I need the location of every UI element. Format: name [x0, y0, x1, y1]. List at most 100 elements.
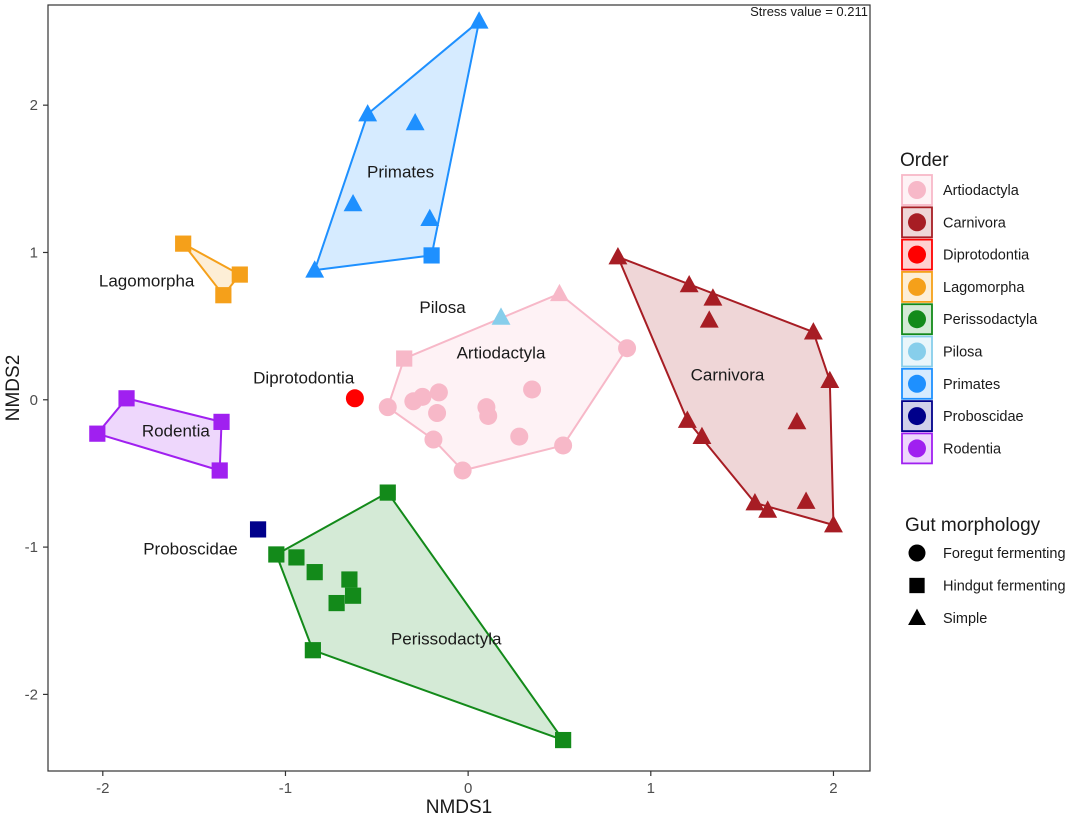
- x-tick-label: -1: [279, 780, 292, 797]
- point-artiodactyla: [453, 461, 472, 480]
- point-perissodactyla: [555, 731, 572, 749]
- point-primates: [358, 104, 378, 122]
- legend-item-perissodactyla: Perissodactyla: [901, 303, 1038, 336]
- legend-key-marker: [908, 245, 926, 264]
- legend-shape-hindgut-fermenting: Hindgut fermenting: [909, 577, 1066, 595]
- point-artiodactyla: [550, 283, 569, 302]
- point-primates: [305, 260, 325, 278]
- legend-item-label: Primates: [943, 377, 1000, 393]
- point-carnivora: [679, 274, 699, 293]
- point-perissodactyla: [379, 484, 396, 501]
- point-pilosa: [491, 307, 511, 325]
- point-artiodactyla: [396, 350, 413, 367]
- legend-key-marker: [908, 407, 926, 426]
- hull-artiodactyla: [386, 292, 629, 472]
- point-lagomorpha: [215, 287, 232, 304]
- legend-shape-marker: [908, 608, 926, 626]
- legend-item-primates: Primates: [901, 367, 1000, 400]
- point-artiodactyla: [510, 427, 529, 446]
- plot-panel: [47, 4, 871, 772]
- point-primates: [405, 112, 425, 131]
- point-rodentia: [213, 413, 230, 430]
- legend-item-label: Lagomorpha: [943, 280, 1025, 296]
- point-artiodactyla: [479, 406, 498, 425]
- point-lagomorpha: [175, 235, 192, 252]
- point-perissodactyla: [344, 587, 362, 604]
- label-proboscidae: Proboscidae: [143, 540, 238, 559]
- point-carnivora: [758, 500, 778, 518]
- point-primates: [420, 208, 440, 227]
- legend-order: Order Artiodactyla Carnivora Diprotodontia…: [900, 150, 1038, 465]
- label-perissodactyla: Perissodactyla: [391, 629, 502, 648]
- y-tick-label: 1: [30, 244, 38, 261]
- legend-item-lagomorpha: Lagomorpha: [901, 270, 1025, 303]
- legend-item-proboscidae: Proboscidae: [901, 400, 1024, 433]
- point-primates: [343, 193, 363, 212]
- point-proboscidae: [249, 521, 267, 538]
- legend-key-marker: [908, 181, 926, 199]
- point-carnivora: [699, 310, 719, 328]
- legend-key-box: [901, 400, 933, 433]
- point-rodentia: [211, 462, 228, 479]
- legend-key-marker: [908, 342, 926, 361]
- legend-item-label: Pilosa: [943, 345, 983, 361]
- point-diprotodontia: [345, 389, 364, 408]
- point-carnivora: [677, 410, 697, 428]
- hull-labels-layer: Primates Lagomorpha Pilosa Artiodactyla Carn…: [99, 162, 765, 648]
- legend-order-title: Order: [900, 150, 949, 171]
- point-carnivora: [796, 491, 816, 509]
- y-tick-label: -2: [25, 686, 38, 703]
- point-primates: [423, 247, 440, 264]
- legend-item-label: Artiodactyla: [943, 183, 1020, 199]
- legend-shape-simple: Simple: [908, 608, 987, 627]
- x-tick-label: 0: [464, 780, 472, 797]
- point-lagomorpha: [231, 266, 248, 283]
- point-perissodactyla: [288, 549, 305, 566]
- legend-item-diprotodontia: Diprotodontia: [901, 238, 1030, 271]
- y-tick-label: 0: [30, 392, 38, 409]
- label-rodentia: Rodentia: [142, 422, 211, 441]
- legend-key-marker: [908, 213, 926, 232]
- legend-key-marker: [908, 310, 926, 329]
- point-artiodactyla: [413, 387, 432, 406]
- hull-lagomorpha: [182, 242, 241, 297]
- legend-shape-label: Hindgut fermenting: [943, 579, 1066, 595]
- legend-item-carnivora: Carnivora: [901, 206, 1007, 239]
- point-perissodactyla: [304, 642, 321, 659]
- legend-item-label: Diprotodontia: [943, 248, 1030, 264]
- legend-item-rodentia: Rodentia: [901, 432, 1002, 465]
- legend-shape-foregut-fermenting: Foregut fermenting: [908, 544, 1066, 562]
- legend-gut-title: Gut morphology: [905, 515, 1041, 536]
- legend-key-marker: [908, 374, 926, 393]
- label-artiodactyla: Artiodactyla: [457, 344, 546, 363]
- label-carnivora: Carnivora: [691, 366, 765, 385]
- stress-annotation: Stress value = 0.211: [750, 4, 868, 19]
- point-artiodactyla: [378, 398, 397, 417]
- x-tick-label: 2: [829, 780, 837, 797]
- legend-item-label: Carnivora: [943, 215, 1007, 231]
- point-carnivora: [803, 322, 823, 340]
- legend-shape-label: Simple: [943, 611, 987, 627]
- label-diprotodontia: Diprotodontia: [253, 369, 355, 388]
- point-carnivora: [692, 426, 712, 445]
- legend-key-box: [901, 367, 933, 400]
- legend-key-marker: [908, 277, 926, 296]
- y-tick-label: 2: [30, 97, 38, 114]
- point-artiodactyla: [523, 380, 542, 399]
- point-carnivora: [703, 288, 723, 306]
- point-carnivora: [608, 246, 628, 265]
- legend-item-label: Perissodactyla: [943, 312, 1038, 328]
- y-tick-label: -1: [25, 539, 38, 556]
- point-perissodactyla: [268, 546, 285, 563]
- point-artiodactyla: [428, 404, 447, 423]
- point-artiodactyla: [618, 339, 637, 358]
- point-perissodactyla: [328, 594, 345, 612]
- legend-key-box: [901, 432, 933, 465]
- legend-item-label: Rodentia: [943, 441, 1002, 457]
- point-carnivora: [787, 411, 807, 430]
- legend-gut-morphology: Gut morphology Foregut fermenting Hindgut…: [905, 515, 1066, 627]
- legend-shape-label: Foregut fermenting: [943, 546, 1066, 562]
- legend-item-artiodactyla: Artiodactyla: [901, 174, 1020, 206]
- x-axis-title: NMDS1: [426, 797, 493, 818]
- point-carnivora: [820, 370, 840, 389]
